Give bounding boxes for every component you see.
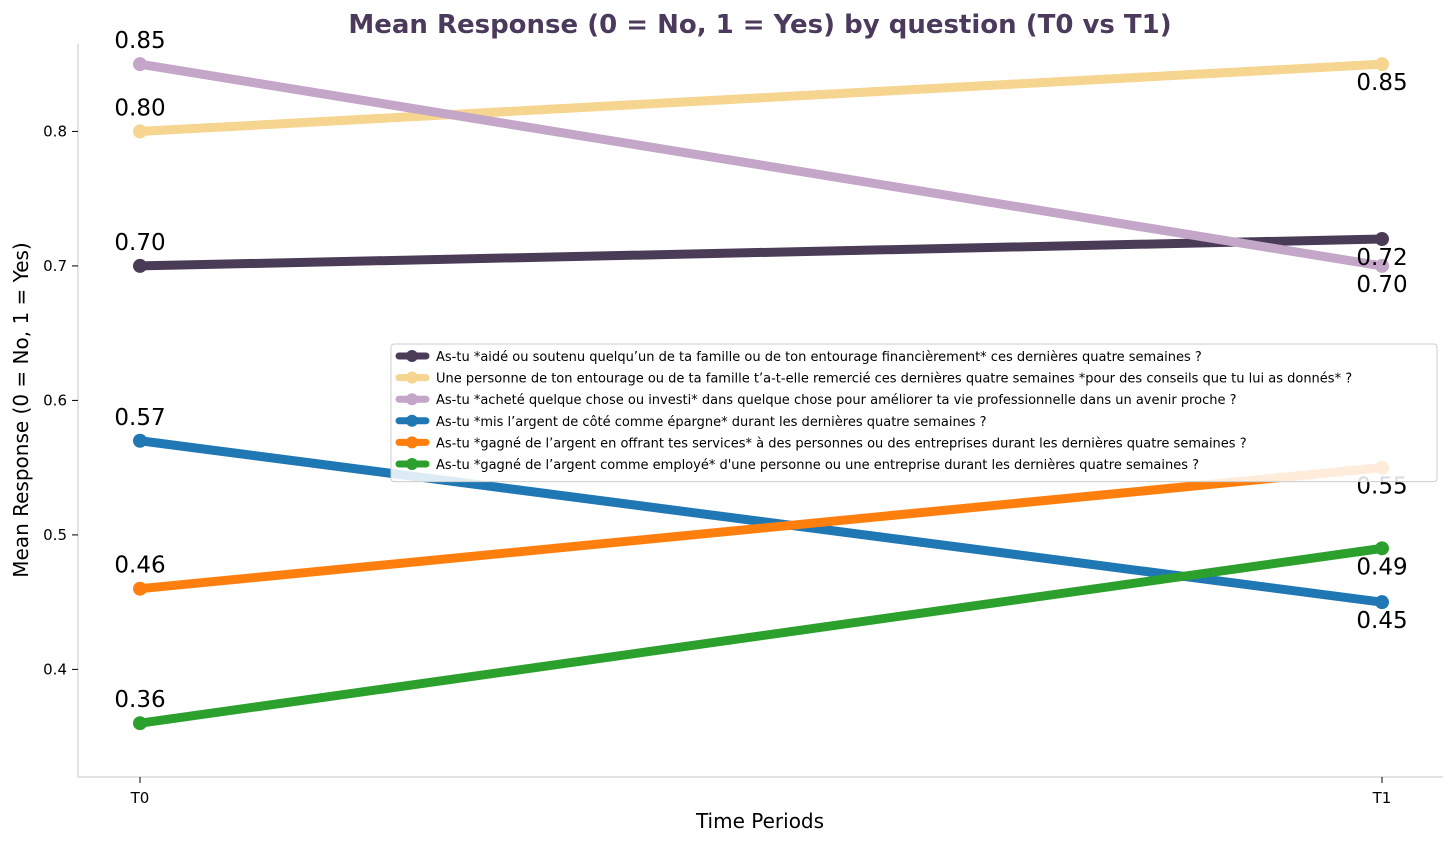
x-axis-label: Time Periods <box>695 809 824 833</box>
legend-item: As-tu *acheté quelque chose ou investi* … <box>395 393 1237 408</box>
data-point <box>133 433 147 448</box>
data-label: 0.85 <box>1356 70 1407 96</box>
data-label: 0.80 <box>114 95 165 121</box>
legend-item: As-tu *gagné de l’argent en offrant tes … <box>395 436 1247 451</box>
legend-marker <box>406 458 418 470</box>
data-labels: 0.700.720.800.850.850.700.570.450.460.55… <box>114 28 1407 713</box>
chart-title: Mean Response (0 = No, 1 = Yes) by quest… <box>348 10 1171 40</box>
legend-marker <box>406 436 418 449</box>
legend-label: As-tu *mis l’argent de côté comme épargn… <box>436 415 987 430</box>
data-point <box>133 258 147 273</box>
legend-label: As-tu *gagné de l’argent comme employé* … <box>436 458 1199 473</box>
legend-item: As-tu *mis l’argent de côté comme épargn… <box>395 414 987 430</box>
legend: As-tu *aidé ou soutenu quelqu’un de ta f… <box>390 343 1438 483</box>
y-tick-label: 0.5 <box>43 526 67 544</box>
series-6 <box>133 541 1389 731</box>
legend-label: Une personne de ton entourage ou de ta f… <box>436 372 1352 387</box>
data-point <box>1375 232 1389 247</box>
legend-marker <box>406 350 418 362</box>
legend-box <box>390 343 1438 483</box>
series-2 <box>133 57 1389 139</box>
data-point <box>1375 541 1389 556</box>
series-1 <box>133 232 1389 273</box>
data-label: 0.85 <box>114 28 165 54</box>
data-point <box>133 581 147 596</box>
legend-item: Une personne de ton entourage ou de ta f… <box>395 371 1352 387</box>
legend-item: As-tu *aidé ou soutenu quelqu’un de ta f… <box>395 350 1202 365</box>
legend-marker <box>406 393 418 406</box>
data-point <box>1375 258 1389 273</box>
series-line <box>135 59 1387 136</box>
y-tick-label: 0.8 <box>43 122 67 140</box>
legend-label: As-tu *gagné de l’argent en offrant tes … <box>436 436 1247 451</box>
legend-label: As-tu *aidé ou soutenu quelqu’un de ta f… <box>436 350 1202 365</box>
y-axis-label: Mean Response (0 = No, 1 = Yes) <box>9 242 33 577</box>
legend-marker <box>406 371 418 384</box>
x-tick-label: T0 <box>130 789 150 807</box>
y-tick-label: 0.7 <box>43 257 67 275</box>
y-tick-label: 0.4 <box>43 660 67 678</box>
data-point <box>1375 595 1389 610</box>
axes: 0.4 0.5 0.6 0.7 0.8 T0 T1 <box>43 44 1443 807</box>
data-label: 0.46 <box>114 553 165 579</box>
legend-label: As-tu *acheté quelque chose ou investi* … <box>436 393 1237 408</box>
data-point <box>133 124 147 139</box>
y-tick-label: 0.6 <box>43 391 67 409</box>
data-label: 0.57 <box>114 405 165 431</box>
data-label: 0.49 <box>1356 554 1407 580</box>
data-label: 0.70 <box>1356 272 1407 298</box>
series-line <box>135 234 1387 271</box>
data-label: 0.36 <box>114 687 165 713</box>
data-point <box>133 716 147 731</box>
data-point <box>133 57 147 72</box>
series-layer <box>133 57 1389 731</box>
series-line <box>135 463 1387 594</box>
series-line <box>135 59 1387 271</box>
legend-item: As-tu *gagné de l’argent comme employé* … <box>395 458 1199 473</box>
series-line <box>135 543 1387 728</box>
data-label: 0.72 <box>1356 245 1407 271</box>
data-point <box>1375 57 1389 72</box>
data-label: 0.45 <box>1356 608 1407 634</box>
x-tick-label: T1 <box>1372 789 1392 807</box>
data-label: 0.70 <box>114 230 165 256</box>
series-3 <box>133 57 1389 273</box>
legend-marker <box>406 414 418 427</box>
